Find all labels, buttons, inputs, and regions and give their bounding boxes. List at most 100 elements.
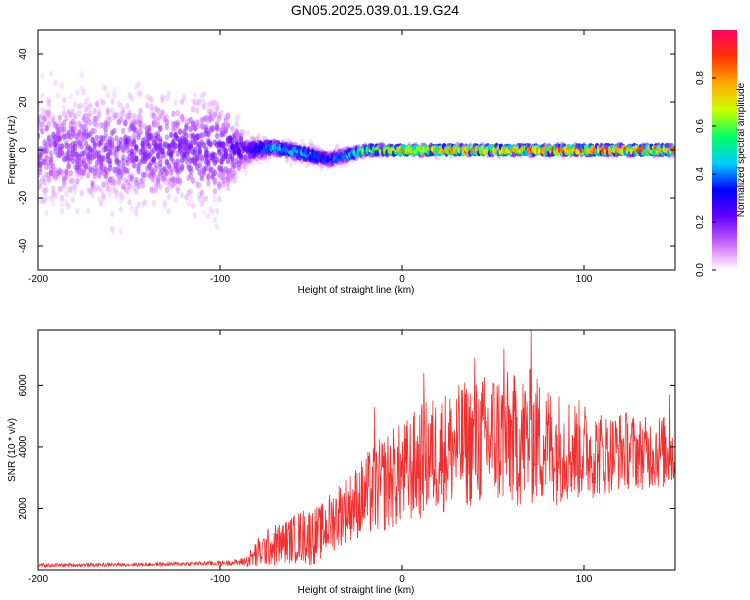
- heatmap-cell: [671, 152, 675, 159]
- heatmap-cell: [72, 101, 78, 108]
- heatmap-cell: [86, 172, 91, 179]
- heatmap-cell: [118, 102, 124, 109]
- heatmap-cell: [59, 149, 65, 156]
- heatmap-cell: [110, 227, 115, 234]
- heatmap-cell: [110, 225, 115, 232]
- heatmap-cell: [48, 194, 54, 202]
- heatmap-cell: [118, 174, 124, 181]
- heatmap-cell: [110, 107, 115, 114]
- heatmap-cell: [162, 174, 167, 182]
- heatmap-cell: [232, 177, 237, 184]
- heatmap-cell: [38, 132, 41, 140]
- heatmap-cell: [114, 135, 119, 142]
- heatmap-cell: [40, 120, 45, 127]
- heatmap-x-axis-label: Height of straight line (km): [298, 285, 415, 296]
- heatmap-cell: [155, 107, 161, 114]
- heatmap-cell: [46, 120, 52, 128]
- heatmap-cell: [46, 110, 52, 118]
- heatmap-cell: [118, 116, 124, 123]
- heatmap-cell: [228, 174, 233, 182]
- heatmap-cell: [118, 227, 124, 235]
- heatmap-cell: [160, 110, 165, 118]
- y-tick-label: 2000: [18, 497, 29, 520]
- heatmap-cell: [46, 176, 52, 183]
- heatmap-cell: [138, 114, 143, 122]
- heatmap-cell: [166, 208, 172, 215]
- heatmap-x-axis: -200 -100 0 100: [28, 30, 593, 285]
- heatmap-cell: [225, 122, 231, 129]
- heatmap-cell: [46, 101, 52, 108]
- heatmap-cell: [92, 142, 98, 149]
- heatmap-cell: [134, 118, 139, 125]
- heatmap-cell: [118, 206, 124, 213]
- heatmap-cell: [42, 187, 47, 194]
- heatmap-cell: [335, 143, 340, 150]
- heatmap-cell: [131, 119, 137, 126]
- heatmap-cell: [105, 106, 111, 113]
- heatmap-cell: [193, 212, 198, 219]
- heatmap-cell: [112, 178, 117, 185]
- heatmap-cell: [94, 101, 100, 109]
- heatmap-cell: [319, 166, 325, 173]
- heatmap-cell: [107, 185, 113, 193]
- heatmap-cell: [175, 185, 180, 192]
- heatmap-cell: [197, 182, 202, 189]
- heatmap-cell: [70, 184, 76, 191]
- heatmap-cell: [164, 186, 170, 194]
- heatmap-cell: [140, 177, 145, 184]
- heatmap-cell: [134, 144, 139, 151]
- heatmap-cell: [131, 137, 137, 145]
- heatmap-cell: [160, 93, 165, 100]
- heatmap-cell: [110, 210, 115, 218]
- heatmap-cell: [151, 119, 156, 126]
- heatmap-cell: [193, 125, 198, 132]
- heatmap-cell: [199, 190, 204, 198]
- heatmap-cell: [116, 159, 122, 166]
- heatmap-cell: [99, 187, 104, 194]
- heatmap-cell: [68, 177, 74, 184]
- heatmap-cell: [103, 126, 108, 133]
- heatmap-cell: [234, 115, 239, 123]
- heatmap-cell: [151, 112, 156, 120]
- heatmap-cell: [59, 169, 65, 176]
- heatmap-cell: [153, 105, 159, 113]
- heatmap-cell: [162, 199, 167, 207]
- heatmap-cell: [48, 150, 54, 157]
- heatmap-cell: [173, 142, 178, 149]
- heatmap-cell: [131, 184, 137, 191]
- x-tick-label: 0: [399, 274, 405, 285]
- heatmap-cell: [57, 114, 62, 121]
- heatmap-cell: [219, 174, 224, 181]
- heatmap-cell: [88, 101, 93, 108]
- heatmap-cell: [103, 132, 108, 139]
- heatmap-cell: [81, 113, 87, 121]
- heatmap-cell: [158, 138, 163, 145]
- heatmap-cell: [217, 114, 222, 122]
- heatmap-cell: [40, 106, 45, 113]
- heatmap-cell: [105, 121, 111, 128]
- heatmap-cell: [105, 108, 111, 116]
- heatmap-cell: [177, 128, 183, 135]
- heatmap-cell: [212, 177, 218, 184]
- heatmap-cell: [208, 100, 213, 107]
- heatmap-cell: [153, 161, 159, 168]
- heatmap-cell: [138, 120, 143, 128]
- heatmap-cell: [38, 197, 43, 205]
- heatmap-cell: [151, 187, 156, 194]
- heatmap-cell: [123, 185, 128, 193]
- heatmap-cell: [92, 107, 98, 115]
- x-tick-label: 100: [576, 574, 593, 585]
- heatmap-cell: [116, 100, 122, 108]
- heatmap-cell: [121, 194, 126, 201]
- heatmap-cell: [195, 100, 200, 107]
- heatmap-cell: [138, 114, 143, 121]
- heatmap-cell: [46, 99, 52, 106]
- heatmap-cell: [210, 124, 215, 132]
- heatmap-cell: [110, 175, 115, 183]
- heatmap-cell: [101, 83, 106, 91]
- heatmap-cell: [212, 195, 218, 203]
- heatmap-cell: [40, 128, 45, 135]
- heatmap-cell: [151, 176, 156, 183]
- heatmap-cell: [123, 118, 128, 126]
